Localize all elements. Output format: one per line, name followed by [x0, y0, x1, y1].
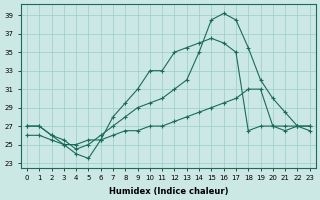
X-axis label: Humidex (Indice chaleur): Humidex (Indice chaleur)	[108, 187, 228, 196]
